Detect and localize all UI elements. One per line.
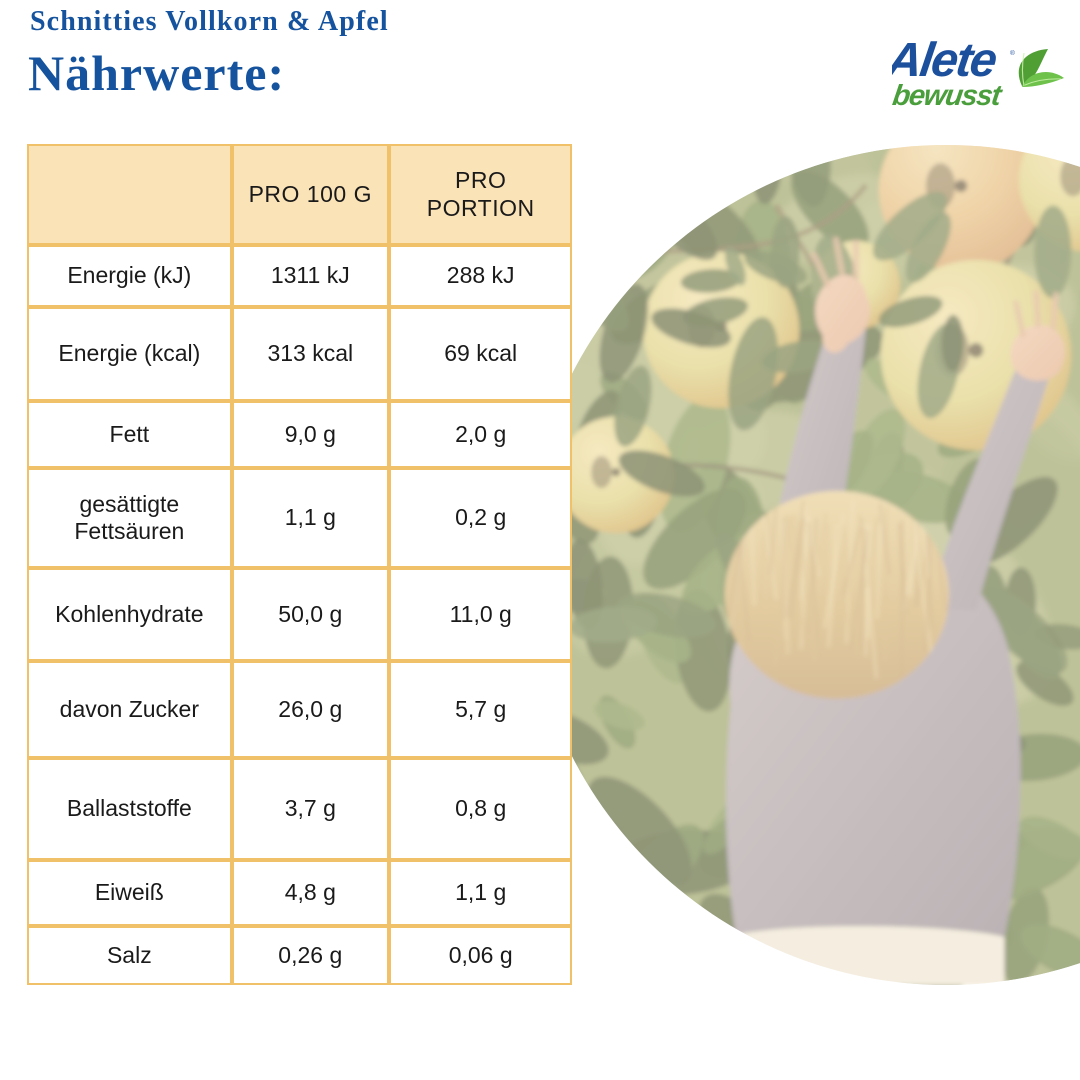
svg-text:®: ® (1010, 49, 1015, 57)
svg-text:bewusst: bewusst (892, 80, 1005, 112)
svg-text:Alete: Alete (892, 33, 1000, 87)
